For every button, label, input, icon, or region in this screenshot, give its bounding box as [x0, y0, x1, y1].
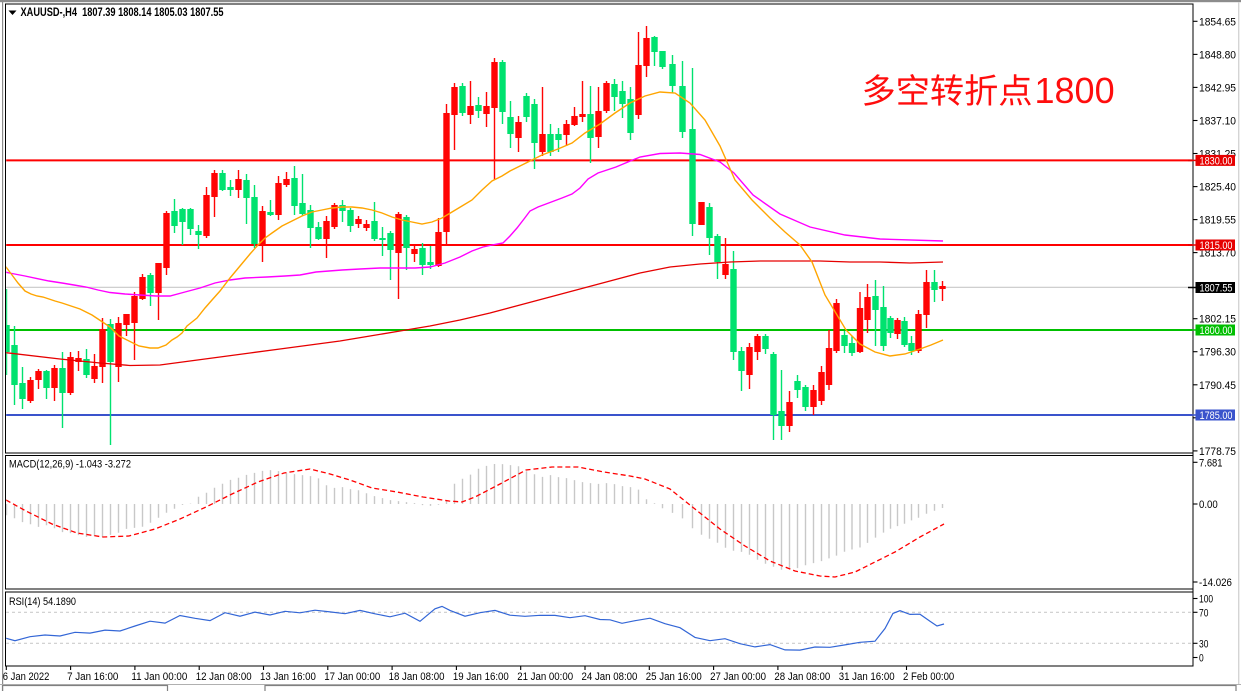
svg-text:-14.026: -14.026	[1199, 577, 1232, 589]
svg-text:12 Jan 08:00: 12 Jan 08:00	[196, 671, 252, 683]
svg-text:2 Feb 00:00: 2 Feb 00:00	[903, 671, 954, 683]
svg-text:1848.80: 1848.80	[1199, 49, 1236, 61]
svg-text:MACD(12,26,9) -1.043 -3.272: MACD(12,26,9) -1.043 -3.272	[9, 459, 131, 471]
svg-text:6 Jan 2022: 6 Jan 2022	[3, 671, 50, 683]
svg-text:1837.10: 1837.10	[1199, 116, 1236, 128]
svg-text:1785.00: 1785.00	[1200, 410, 1233, 422]
svg-text:1796.30: 1796.30	[1199, 347, 1236, 359]
svg-text:1842.95: 1842.95	[1199, 82, 1236, 94]
svg-text:1800: 1800	[1035, 70, 1115, 111]
svg-text:1825.40: 1825.40	[1199, 182, 1236, 194]
svg-text:7.681: 7.681	[1199, 457, 1223, 469]
svg-text:27 Jan 00:00: 27 Jan 00:00	[710, 671, 766, 683]
svg-text:0.00: 0.00	[1199, 499, 1218, 511]
svg-text:25 Jan 16:00: 25 Jan 16:00	[646, 671, 702, 683]
svg-text:0: 0	[1199, 653, 1204, 665]
svg-text:100: 100	[1199, 594, 1213, 606]
svg-text:30: 30	[1199, 638, 1208, 650]
svg-text:XAUUSD-,H4 1807.39 1808.14 18: XAUUSD-,H4 1807.39 1808.14 1805.03 1807.…	[21, 7, 224, 19]
svg-text:18 Jan 08:00: 18 Jan 08:00	[389, 671, 445, 683]
svg-text:1778.75: 1778.75	[1199, 446, 1236, 458]
svg-text:28 Jan 08:00: 28 Jan 08:00	[774, 671, 830, 683]
svg-text:1854.65: 1854.65	[1199, 16, 1236, 28]
svg-text:1790.45: 1790.45	[1199, 380, 1236, 392]
svg-text:1802.15: 1802.15	[1199, 314, 1236, 326]
svg-text:17 Jan 00:00: 17 Jan 00:00	[324, 671, 380, 683]
svg-text:1807.55: 1807.55	[1200, 283, 1233, 295]
svg-text:21 Jan 00:00: 21 Jan 00:00	[517, 671, 573, 683]
svg-text:RSI(14) 54.1890: RSI(14) 54.1890	[9, 596, 76, 608]
svg-text:70: 70	[1199, 607, 1208, 619]
svg-text:1830.00: 1830.00	[1200, 155, 1233, 167]
svg-text:19 Jan 16:00: 19 Jan 16:00	[453, 671, 509, 683]
svg-text:13 Jan 16:00: 13 Jan 16:00	[260, 671, 316, 683]
svg-text:31 Jan 16:00: 31 Jan 16:00	[839, 671, 895, 683]
svg-text:7 Jan 16:00: 7 Jan 16:00	[67, 671, 118, 683]
svg-text:11 Jan 00:00: 11 Jan 00:00	[131, 671, 187, 683]
svg-text:1800.00: 1800.00	[1200, 325, 1233, 337]
svg-text:1815.00: 1815.00	[1200, 240, 1233, 252]
svg-text:1813.70: 1813.70	[1199, 248, 1236, 260]
svg-text:1819.55: 1819.55	[1199, 215, 1236, 227]
svg-text:24 Jan 08:00: 24 Jan 08:00	[582, 671, 638, 683]
